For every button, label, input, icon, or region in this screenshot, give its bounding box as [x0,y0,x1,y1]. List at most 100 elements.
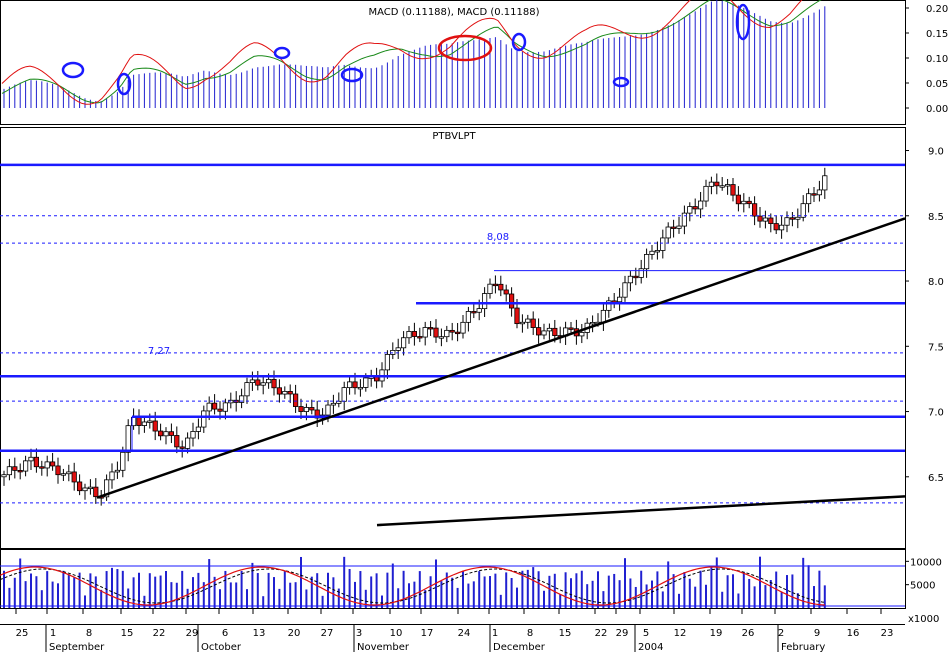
candle-body [341,387,347,402]
candle-body [363,377,369,388]
candle-body [330,402,337,406]
candle-body [357,387,364,390]
candle-body [77,481,83,492]
candle-body [93,486,99,498]
candle-body [471,311,477,314]
candle-body [50,461,56,467]
month-label: 2004 [638,642,663,652]
candle-body [157,430,164,437]
candle-body [579,332,585,337]
candle-body [822,175,828,191]
candle-body [298,406,304,412]
candle-body [725,184,731,187]
day-tick-label: 1 [492,628,498,639]
candle-body [627,275,634,284]
candle-body [217,408,223,412]
candle-body [238,395,245,403]
candle-body [444,329,450,338]
candle-body [757,215,763,222]
day-tick-label: 3 [356,628,362,639]
stoch-k-line [0,566,826,606]
candle-body [325,404,331,416]
day-tick-label: 15 [121,628,134,639]
highlight-circle [340,67,364,83]
candle-body [687,206,693,214]
candle-body [508,293,515,309]
candle-body [476,308,482,313]
day-tick-label: 16 [847,628,860,639]
candle-body [487,283,493,294]
candle-body [287,391,293,395]
candle-body [1,474,7,478]
day-tick-label: 22 [595,628,608,639]
price-title: PTBVLPT [432,131,476,142]
price-tick-label: 8.0 [928,277,944,288]
candle-body [168,431,174,436]
candle-body [400,337,407,349]
candle-body [519,321,526,325]
highlight-circle [273,46,291,60]
candle-body [12,466,18,471]
macd-panel [1,0,826,108]
candle-body [395,347,401,351]
day-tick-label: 25 [16,628,29,639]
candle-body [552,327,558,336]
candle-body [708,181,715,187]
candle-body [816,189,823,196]
uptrend-line [96,217,906,499]
candle-body [71,471,77,483]
candle-body [730,184,736,196]
candle-body [352,381,358,389]
candle-body [454,331,461,335]
day-tick-label: 24 [458,628,471,639]
candle-body [55,465,61,476]
candle-body [773,223,779,231]
macd-tick-label: 0.10 [926,54,948,65]
volume-unit-label: x1000 [908,614,939,625]
candle-body [309,407,315,411]
candle-body [152,420,158,432]
candle-body [617,296,623,303]
candle-body [692,206,698,210]
candle-body [184,437,191,449]
highlight-circle [612,76,630,88]
candle-body [541,330,547,336]
highlight-circle [511,32,527,52]
candle-body [411,331,418,337]
candle-body [649,250,655,255]
price-panel [0,163,906,527]
candle-body [163,431,169,437]
day-tick-label: 6 [222,628,228,639]
price-tick-label: 6.5 [928,473,944,484]
candle-body [762,217,769,222]
candle-body [66,471,72,475]
macd-frame [0,0,906,125]
price-tick-label: 8.5 [928,212,944,223]
candle-body [114,469,120,473]
day-tick-label: 26 [742,628,755,639]
candle-body [82,487,88,492]
candle-body [784,217,790,226]
month-label: February [781,642,825,652]
candle-body [136,416,142,426]
price-tick-label: 7.0 [928,408,944,419]
candle-body [260,382,266,386]
candle-body [190,431,196,439]
candle-body [671,226,677,229]
candle-body [141,421,147,426]
day-tick-label: 13 [253,628,266,639]
candle-body [800,203,806,218]
candle-body [660,237,666,251]
candle-body [125,425,131,453]
candle-body [503,289,509,295]
candle-body [460,321,466,334]
candle-body [530,318,536,328]
candle-body [195,426,201,432]
candle-body [465,311,472,323]
candle-body [104,479,110,498]
candle-body [336,400,342,404]
volume-tick-label: 5000 [910,581,935,592]
candle-body [735,194,742,205]
day-tick-label: 22 [153,628,166,639]
day-tick-label: 8 [86,628,92,639]
